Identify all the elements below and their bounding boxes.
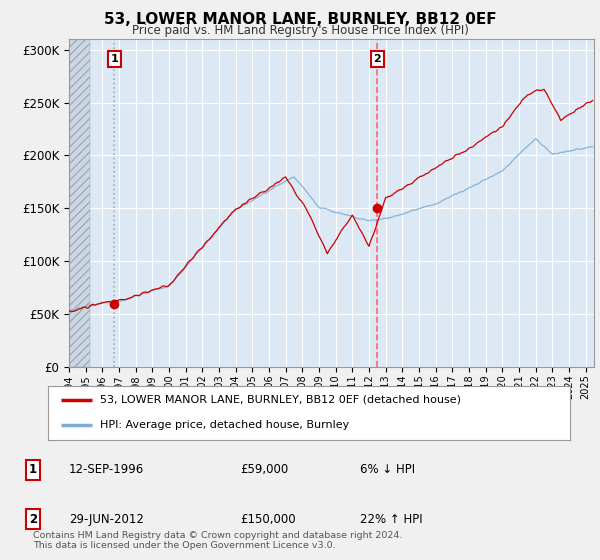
Text: HPI: Average price, detached house, Burnley: HPI: Average price, detached house, Burn… — [100, 419, 349, 430]
Text: 1: 1 — [110, 54, 118, 64]
Text: £150,000: £150,000 — [240, 512, 296, 526]
Text: £59,000: £59,000 — [240, 463, 288, 477]
Text: 2: 2 — [373, 54, 381, 64]
Text: 6% ↓ HPI: 6% ↓ HPI — [360, 463, 415, 477]
Text: 29-JUN-2012: 29-JUN-2012 — [69, 512, 144, 526]
Text: 12-SEP-1996: 12-SEP-1996 — [69, 463, 144, 477]
Bar — [69, 39, 90, 367]
Text: 53, LOWER MANOR LANE, BURNLEY, BB12 0EF (detached house): 53, LOWER MANOR LANE, BURNLEY, BB12 0EF … — [100, 395, 461, 405]
Text: 22% ↑ HPI: 22% ↑ HPI — [360, 512, 422, 526]
Text: 53, LOWER MANOR LANE, BURNLEY, BB12 0EF: 53, LOWER MANOR LANE, BURNLEY, BB12 0EF — [104, 12, 496, 27]
Text: 2: 2 — [29, 512, 37, 526]
Text: 1: 1 — [29, 463, 37, 477]
Text: Price paid vs. HM Land Registry's House Price Index (HPI): Price paid vs. HM Land Registry's House … — [131, 24, 469, 36]
Text: Contains HM Land Registry data © Crown copyright and database right 2024.
This d: Contains HM Land Registry data © Crown c… — [33, 530, 403, 550]
